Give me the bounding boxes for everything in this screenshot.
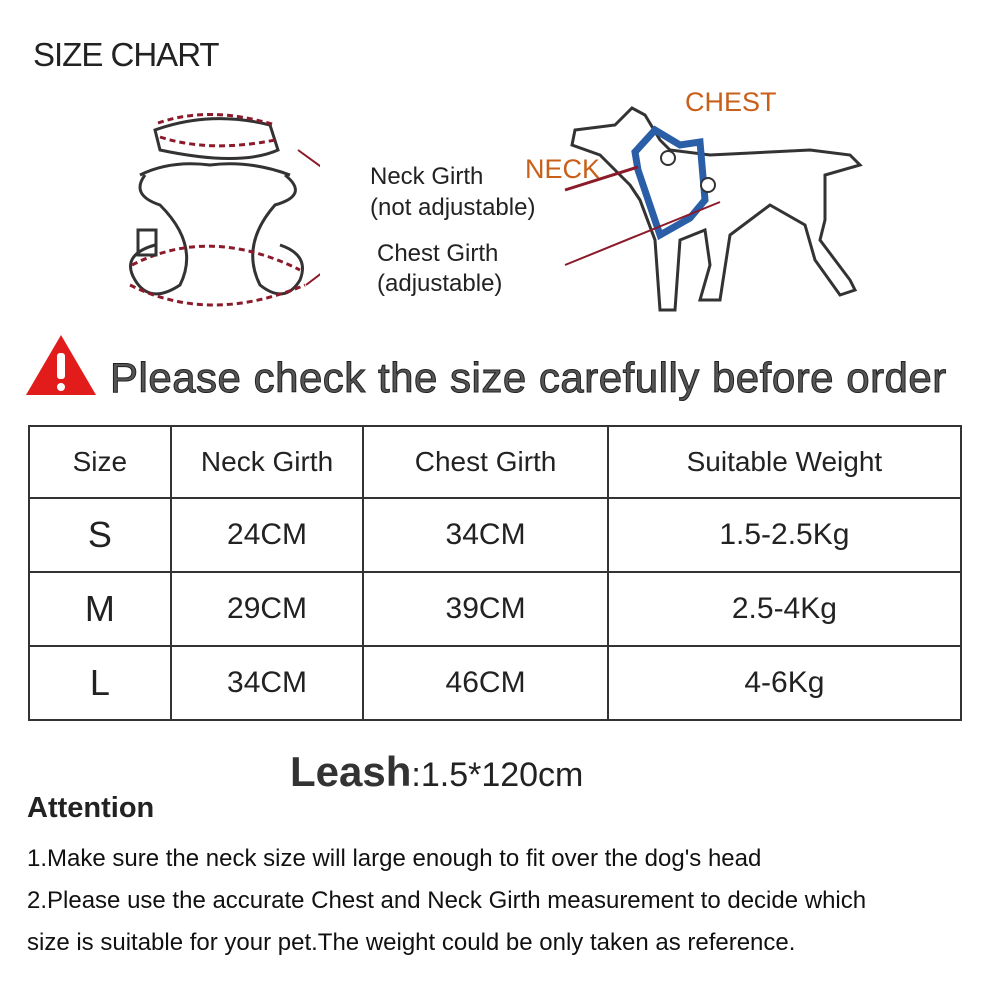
header-size: Size: [28, 425, 172, 499]
attention-line-2: 2.Please use the accurate Chest and Neck…: [27, 887, 867, 914]
chest-girth-label: Chest Girth: [377, 240, 499, 267]
size-cell: S: [28, 497, 172, 573]
table-header-row: Size Neck Girth Chest Girth Suitable Wei…: [28, 425, 963, 499]
leash-value: :1.5*120cm: [411, 756, 584, 794]
table-row: M 29CM 39CM 2.5-4Kg: [28, 571, 963, 647]
weight-cell: 4-6Kg: [606, 645, 963, 721]
chest-cell: 39CM: [362, 571, 609, 647]
page-title: SIZE CHART: [33, 36, 220, 73]
table-row: S 24CM 34CM 1.5-2.5Kg: [28, 497, 963, 573]
neck-cell: 34CM: [169, 645, 365, 721]
size-table: Size Neck Girth Chest Girth Suitable Wei…: [28, 425, 963, 721]
header-neck-girth: Neck Girth: [169, 425, 365, 499]
dog-chest-label: CHEST: [685, 87, 777, 117]
neck-girth-note: (not adjustable): [370, 194, 536, 221]
warning-triangle-icon: [26, 335, 96, 395]
weight-cell: 1.5-2.5Kg: [606, 497, 963, 573]
leash-label: Leash: [290, 748, 412, 795]
warning-text: Please check the size carefully before o…: [110, 354, 947, 402]
leash-spec: Leash:1.5*120cm: [290, 748, 583, 796]
dog-neck-label: NECK: [525, 154, 601, 184]
chest-girth-note: (adjustable): [377, 270, 503, 297]
neck-cell: 29CM: [169, 571, 365, 647]
header-suitable-weight: Suitable Weight: [606, 425, 963, 499]
attention-heading: Attention: [27, 792, 155, 824]
table-row: L 34CM 46CM 4-6Kg: [28, 645, 963, 721]
attention-line-3: size is suitable for your pet.The weight…: [27, 929, 796, 956]
size-cell: L: [28, 645, 172, 721]
weight-cell: 2.5-4Kg: [606, 571, 963, 647]
neck-girth-label: Neck Girth: [370, 163, 484, 190]
header-chest-girth: Chest Girth: [362, 425, 609, 499]
chest-cell: 46CM: [362, 645, 609, 721]
attention-line-1: 1.Make sure the neck size will large eno…: [27, 845, 762, 872]
harness-illustration: [129, 113, 320, 307]
dog-illustration: [564, 106, 863, 312]
size-cell: M: [28, 571, 172, 647]
neck-cell: 24CM: [169, 497, 365, 573]
chest-cell: 34CM: [362, 497, 609, 573]
